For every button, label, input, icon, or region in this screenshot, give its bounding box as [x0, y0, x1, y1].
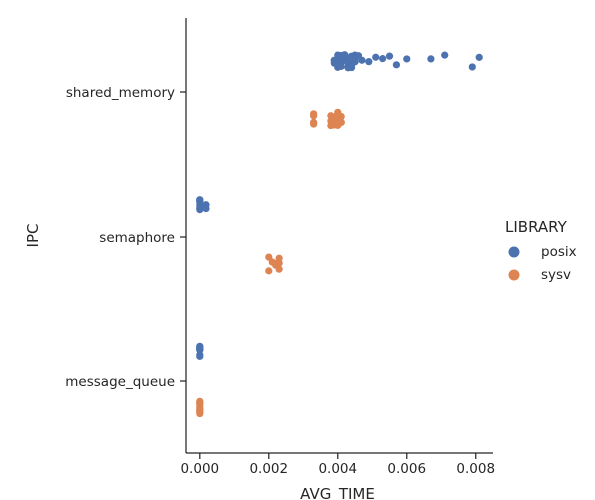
- data-point-sysv: [310, 112, 318, 120]
- y-tick-label: shared_memory: [66, 85, 175, 101]
- data-point-posix: [365, 58, 373, 66]
- x-tick-label: 0.002: [249, 461, 288, 477]
- data-point-sysv: [275, 254, 283, 262]
- x-tick-label: 0.006: [387, 461, 426, 477]
- x-axis-title: AVG_TIME: [300, 485, 375, 500]
- data-point-sysv: [272, 259, 280, 267]
- data-point-posix: [196, 204, 205, 212]
- data-point-posix: [403, 55, 411, 63]
- data-point-sysv: [265, 267, 273, 275]
- data-point-posix: [392, 61, 401, 69]
- legend-marker-posix: [508, 246, 520, 258]
- data-point-sysv: [196, 399, 204, 407]
- data-point-posix: [344, 64, 352, 72]
- data-point-posix: [379, 55, 387, 63]
- data-points: [196, 51, 483, 418]
- data-point-posix: [196, 196, 204, 204]
- data-point-sysv: [196, 407, 204, 415]
- legend: LIBRARY posix sysv: [505, 218, 577, 283]
- data-point-posix: [372, 53, 380, 61]
- data-point-posix: [385, 52, 394, 60]
- data-point-posix: [358, 56, 366, 64]
- data-point-sysv: [310, 120, 318, 128]
- legend-title: LIBRARY: [505, 218, 568, 236]
- y-axis-title: IPC: [24, 224, 42, 248]
- data-point-posix: [202, 204, 210, 213]
- data-point-sysv: [327, 112, 335, 120]
- y-tick-label: message_queue: [65, 374, 175, 390]
- legend-label-posix: posix: [541, 244, 577, 260]
- data-point-posix: [347, 56, 356, 64]
- data-point-sysv: [275, 265, 283, 273]
- x-tick-label: 0.004: [318, 461, 357, 477]
- data-point-posix: [196, 351, 204, 359]
- data-point-posix: [441, 51, 449, 59]
- data-point-posix: [427, 55, 435, 63]
- legend-label-sysv: sysv: [541, 267, 571, 283]
- data-point-posix: [196, 342, 204, 350]
- axes: 0.000 0.002 0.004 0.006 0.008 shared_memoryse…: [24, 18, 495, 500]
- x-tick-label: 0.000: [180, 461, 219, 477]
- legend-marker-sysv: [508, 269, 520, 281]
- data-point-sysv: [334, 121, 342, 129]
- data-point-posix: [468, 63, 476, 71]
- data-point-posix: [334, 58, 342, 67]
- data-point-posix: [475, 53, 483, 61]
- x-tick-label: 0.008: [456, 461, 495, 477]
- y-tick-label: semaphore: [99, 230, 175, 246]
